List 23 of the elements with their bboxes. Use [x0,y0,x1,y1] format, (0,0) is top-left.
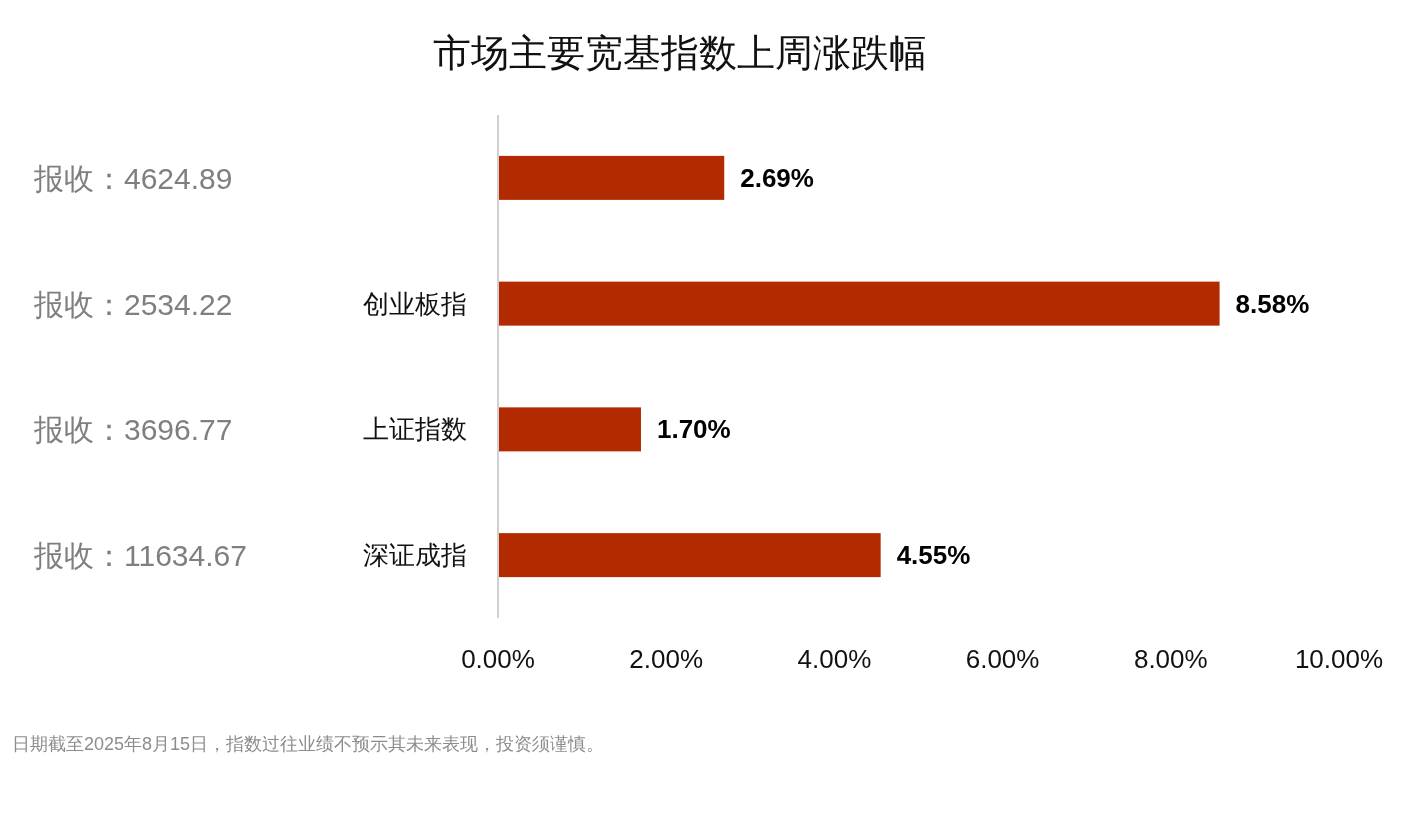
x-tick-label: 0.00% [461,644,535,674]
x-tick-label: 6.00% [965,644,1040,674]
bar [498,407,641,452]
x-tick-label: 4.00% [797,644,872,674]
y-tick-label: 深证成指 [363,540,467,571]
text: 报收：4624.89 [33,161,233,195]
text: 报收：3696.77 [33,413,233,447]
text: 日期截至2025年8月15日，指数过往业绩不预示其未来表现，投资须谨慎。 [12,734,605,754]
y-tick-label: 创业板指 [363,288,467,319]
chart-title: 市场主要宽基指数上周涨跌幅 [433,32,927,74]
x-tick-label: 8.00% [1133,644,1208,674]
y-tick-label: 上证指数 [363,414,467,445]
data-label: 2.69% [740,162,814,193]
data-label: 4.55% [896,540,971,571]
x-tick-label: 2.00% [629,644,704,674]
bar [498,155,725,200]
data-label: 8.58% [1235,288,1310,319]
text: 报收：11634.67 [33,539,247,573]
bar [498,533,881,578]
data-label: 1.70% [656,414,731,445]
text: 报收：2534.22 [33,287,233,321]
bar [498,281,1220,326]
x-tick-label: 10.00% [1294,644,1384,674]
